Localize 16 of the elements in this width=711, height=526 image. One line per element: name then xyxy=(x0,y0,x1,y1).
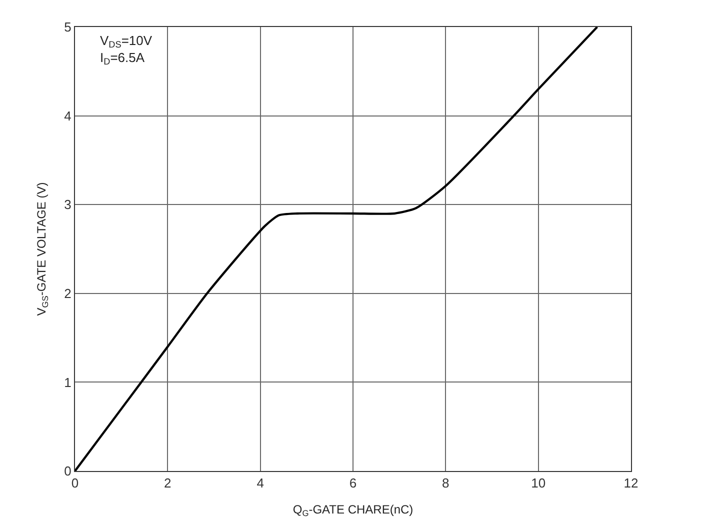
x-axis-title: Q$_{G}$-GATE CHARE(nC) xyxy=(292,502,414,518)
x-tick-label: 12 xyxy=(624,476,638,491)
x-tick-label: 4 xyxy=(256,476,264,491)
line-series xyxy=(75,27,598,471)
x-tick-label: 2 xyxy=(164,476,172,491)
x-tick-label: 6 xyxy=(349,476,357,491)
y-tick-label: 3 xyxy=(64,197,72,212)
y-tick-label: 1 xyxy=(64,374,72,390)
y-tick-label: 2 xyxy=(64,286,72,301)
x-tick-label: 10 xyxy=(531,476,546,491)
y-tick-label: 0 xyxy=(64,464,72,479)
annotation: V$_{DS}$=10V xyxy=(100,33,152,50)
x-tick-label: 8 xyxy=(442,476,450,491)
y-tick-label: 4 xyxy=(64,108,72,124)
y-tick-label: 5 xyxy=(64,20,72,35)
annotation: I$_{D}$=6.5A xyxy=(100,50,145,67)
